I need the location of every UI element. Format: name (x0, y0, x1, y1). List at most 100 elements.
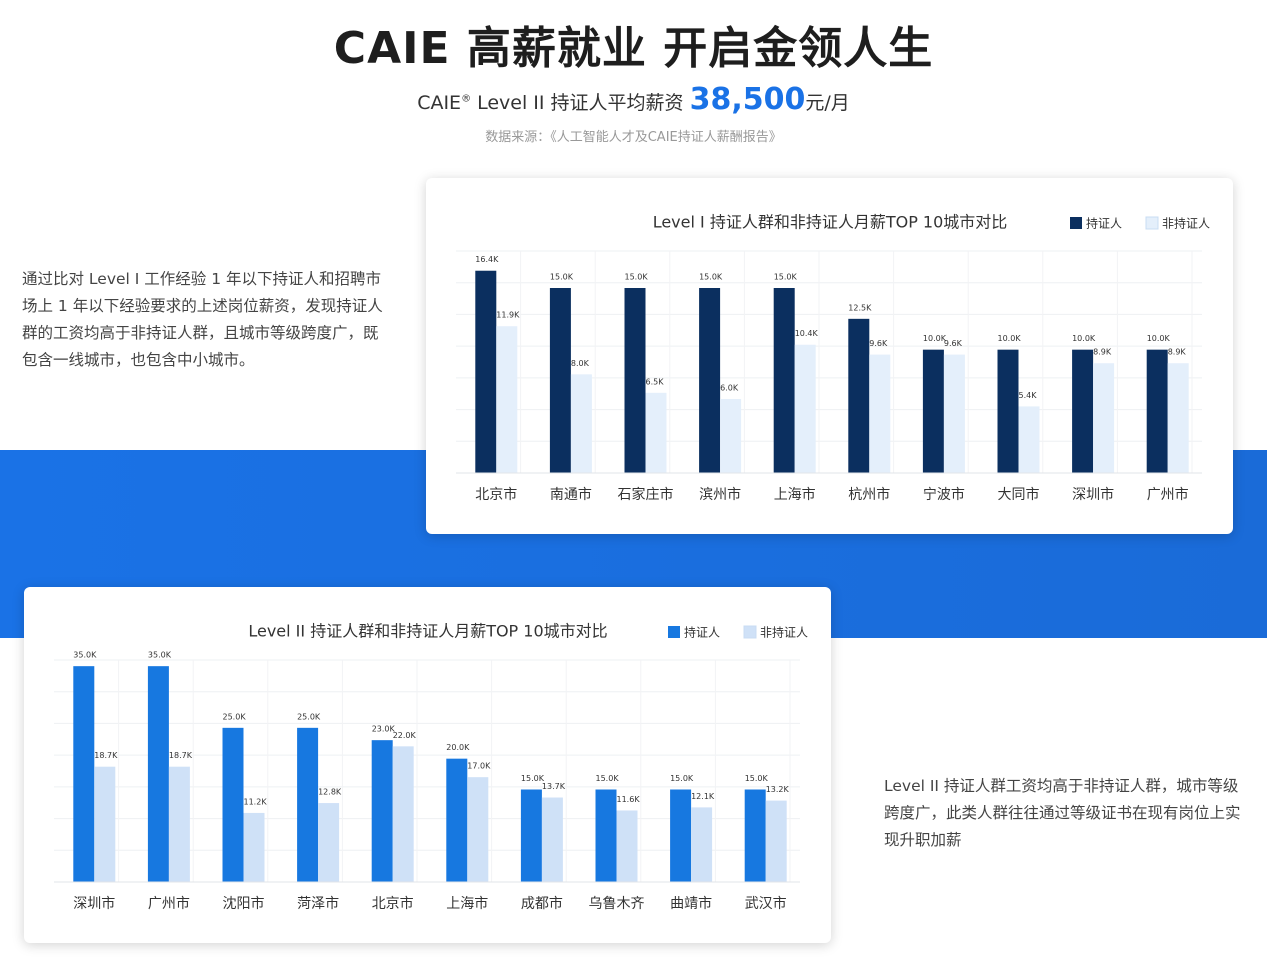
value-label: 10.0K (998, 334, 1022, 343)
value-label: 22.0K (393, 731, 417, 740)
bar (297, 727, 319, 882)
bar (720, 399, 742, 473)
bar (520, 789, 542, 882)
bar (691, 807, 713, 882)
legend-label: 持证人 (684, 625, 720, 640)
legend-label: 持证人 (1086, 216, 1122, 231)
value-label: 6.5K (646, 377, 665, 386)
x-tick-label: 乌鲁木齐 (589, 896, 645, 912)
value-label: 12.5K (848, 303, 872, 312)
bar (869, 354, 891, 473)
value-label: 20.0K (446, 743, 470, 752)
bar (147, 666, 169, 882)
x-tick-label: 大同市 (998, 486, 1040, 503)
x-tick-label: 广州市 (1147, 486, 1189, 503)
bar (670, 789, 692, 882)
chart-title: Level I 持证人群和非持证人月薪TOP 10城市对比 (653, 213, 1008, 232)
x-tick-label: 沈阳市 (223, 895, 265, 912)
x-tick-label: 广州市 (148, 895, 190, 912)
value-label: 15.0K (596, 774, 620, 783)
value-label: 9.6K (869, 339, 888, 348)
value-label: 11.2K (244, 797, 268, 806)
value-label: 18.7K (169, 751, 193, 760)
x-tick-label: 深圳市 (1072, 486, 1114, 503)
x-tick-label: 石家庄市 (618, 486, 674, 503)
legend-swatch (743, 625, 757, 639)
bar (699, 288, 721, 473)
bar (570, 374, 592, 473)
legend-swatch (1145, 216, 1159, 230)
bar (467, 777, 489, 882)
bar (475, 270, 497, 473)
value-label: 5.4K (1019, 391, 1038, 400)
bar (243, 812, 265, 882)
value-label: 10.0K (1147, 334, 1171, 343)
value-label: 13.7K (542, 782, 566, 791)
x-tick-label: 杭州市 (848, 486, 890, 503)
chart: Level II 持证人群和非持证人月薪TOP 10城市对比 持证人 非持证人深圳市… (54, 622, 808, 912)
legend-swatch (1070, 217, 1082, 229)
value-label: 12.1K (691, 792, 715, 801)
registered: ® (461, 93, 472, 105)
bar (624, 288, 646, 473)
value-label: 15.0K (550, 273, 574, 282)
bar (1018, 406, 1040, 473)
value-label: 10.0K (923, 334, 947, 343)
bar (997, 349, 1019, 473)
value-label: 25.0K (297, 712, 321, 721)
bar (549, 288, 571, 473)
brand: CAIE (417, 92, 462, 114)
legend-swatch (668, 626, 680, 638)
value-label: 35.0K (148, 651, 172, 660)
bar (922, 349, 944, 473)
value-label: 15.0K (521, 774, 545, 783)
bar (744, 789, 766, 882)
bar (446, 758, 468, 882)
bar (392, 746, 414, 882)
bar (773, 288, 795, 473)
value-label: 23.0K (372, 725, 396, 734)
bar (1146, 349, 1168, 473)
value-label: 6.0K (720, 384, 739, 393)
x-tick-label: 上海市 (446, 895, 488, 912)
page-title: CAIE 高薪就业 开启金领人生 (333, 23, 934, 74)
value-label: 18.7K (94, 751, 118, 760)
chart-card: Level II 持证人群和非持证人月薪TOP 10城市对比 持证人 非持证人 深圳市… (24, 587, 831, 943)
x-tick-label: 曲靖市 (670, 895, 712, 912)
value-label: 9.6K (944, 339, 963, 348)
paragraph: 通过比对 Level I 工作经验 1 年以下持证人和招聘市场上 1 年以下经验… (22, 270, 383, 369)
bar (616, 810, 638, 882)
bar (595, 789, 617, 882)
x-tick-label: 武汉市 (745, 895, 787, 912)
x-tick-label: 南通市 (550, 486, 592, 503)
value-label: 8.9K (1093, 348, 1112, 357)
legend-label: 非持证人 (760, 625, 808, 640)
chart-title: Level II 持证人群和非持证人月薪TOP 10城市对比 (248, 622, 607, 641)
bar (371, 740, 393, 882)
bar (73, 666, 95, 882)
bar (541, 797, 563, 882)
value-label: 17.0K (467, 762, 491, 771)
bar (645, 392, 667, 473)
salary: 38,500 (689, 82, 806, 117)
bar (1072, 349, 1094, 473)
value-label: 15.0K (625, 273, 649, 282)
bar (168, 766, 190, 882)
bar (765, 800, 787, 882)
chart-card: Level I 持证人群和非持证人月薪TOP 10城市对比 持证人 非持证人 北京市 1… (426, 178, 1233, 534)
x-tick-label: 北京市 (475, 486, 517, 503)
value-label: 10.4K (795, 329, 819, 338)
value-label: 13.2K (766, 785, 790, 794)
value-label: 15.0K (699, 273, 723, 282)
bar (222, 727, 244, 882)
value-label: 11.6K (617, 795, 641, 804)
source: 数据来源：《人工智能人才及CAIE持证人薪酬报告》 (485, 130, 782, 145)
value-label: 12.8K (318, 788, 342, 797)
value-label: 10.0K (1072, 334, 1096, 343)
value-label: 15.0K (774, 273, 798, 282)
value-label: 16.4K (475, 255, 499, 264)
bar (943, 354, 965, 473)
bar (1093, 363, 1115, 473)
